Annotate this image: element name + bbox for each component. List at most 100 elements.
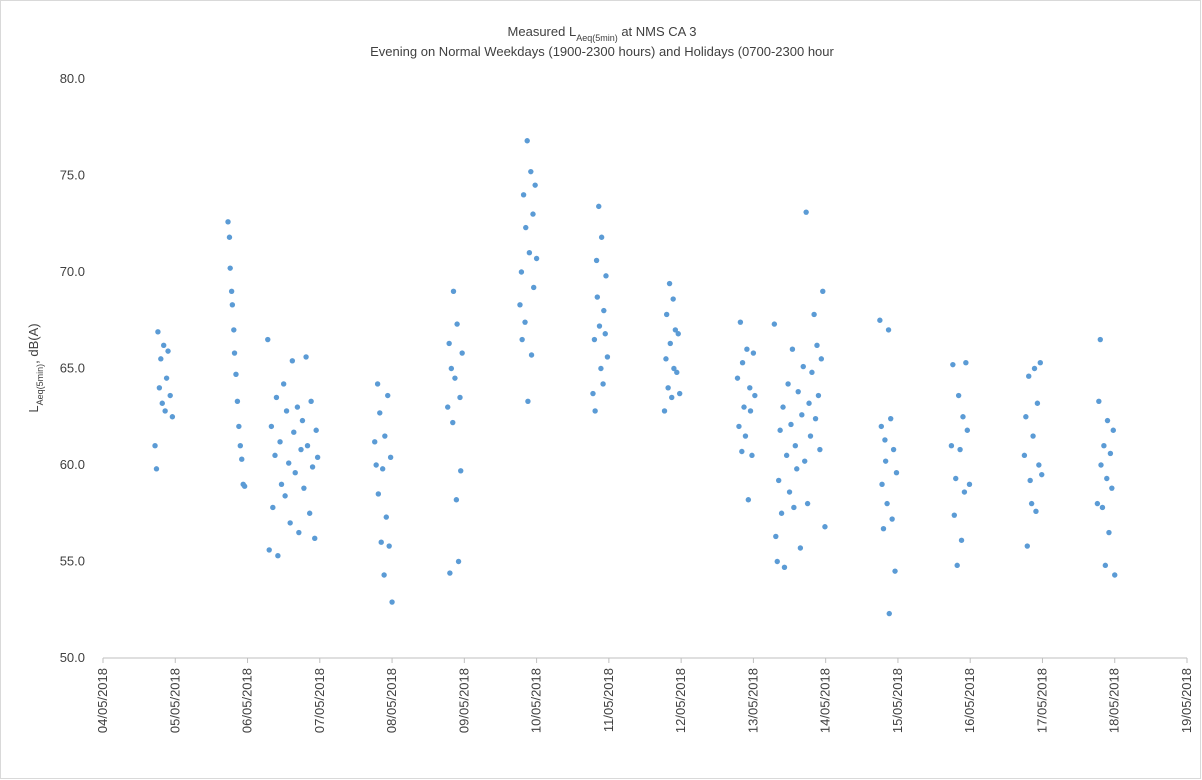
point — [522, 319, 528, 325]
point — [524, 138, 530, 144]
point — [226, 234, 233, 240]
point — [313, 427, 319, 433]
point — [303, 354, 309, 360]
point — [777, 427, 783, 433]
point — [780, 404, 786, 410]
point — [287, 520, 293, 526]
point — [951, 512, 958, 518]
x-tick-label: 16/05/2018 — [962, 668, 977, 733]
point — [590, 390, 596, 397]
point — [231, 327, 237, 333]
point — [533, 255, 540, 262]
point — [598, 365, 604, 372]
chart-title: Measured LAeq(5min) at NMS CA 3 — [508, 24, 697, 43]
point — [167, 392, 173, 399]
point — [737, 319, 744, 325]
point — [812, 415, 819, 422]
point — [289, 358, 296, 364]
point — [802, 458, 808, 464]
point — [1021, 452, 1028, 459]
point — [593, 257, 600, 264]
point — [531, 284, 537, 291]
point — [880, 525, 887, 532]
point — [1031, 365, 1038, 372]
y-tick-label: 80.0 — [60, 71, 85, 86]
x-tick-label: 17/05/2018 — [1034, 668, 1049, 733]
point — [1106, 529, 1112, 536]
point — [523, 224, 529, 231]
point — [277, 439, 283, 445]
point — [165, 348, 171, 354]
point — [807, 433, 814, 439]
point — [374, 381, 381, 387]
y-tick-label: 65.0 — [60, 361, 85, 376]
x-tick-label: 15/05/2018 — [890, 668, 905, 733]
point — [771, 321, 778, 327]
title-text: Measured L — [508, 24, 577, 39]
point — [742, 433, 749, 439]
point — [228, 288, 235, 294]
point — [797, 545, 804, 551]
point — [663, 356, 669, 362]
point — [752, 392, 758, 399]
ylabel-text: L — [26, 405, 41, 412]
point — [1097, 336, 1103, 343]
point — [963, 360, 969, 366]
point — [312, 535, 318, 542]
point — [960, 414, 966, 420]
x-tick-label: 08/05/2018 — [384, 668, 399, 733]
point — [598, 234, 605, 240]
point — [783, 452, 790, 459]
point — [747, 385, 753, 391]
point — [953, 475, 959, 482]
point — [387, 454, 394, 460]
point — [591, 336, 598, 343]
point — [163, 375, 170, 381]
point — [278, 481, 285, 487]
y-tick-label: 55.0 — [60, 554, 85, 569]
chart-subtitle: Evening on Normal Weekdays (1900-2300 ho… — [370, 44, 834, 59]
point — [958, 537, 965, 543]
point — [296, 529, 302, 536]
point — [739, 448, 745, 455]
point — [672, 327, 679, 333]
point — [885, 327, 892, 333]
point — [749, 452, 755, 459]
point — [948, 443, 955, 449]
point — [775, 477, 782, 484]
point — [736, 423, 742, 430]
point — [676, 390, 683, 397]
point — [526, 250, 533, 256]
point — [1094, 500, 1101, 507]
point — [878, 423, 885, 430]
point — [601, 307, 607, 314]
point — [268, 423, 275, 430]
point — [525, 398, 531, 405]
point — [241, 483, 248, 489]
point — [301, 485, 307, 491]
point — [888, 415, 894, 422]
point — [786, 489, 793, 495]
point — [528, 168, 534, 175]
point — [1109, 485, 1115, 491]
point — [234, 398, 241, 405]
point — [955, 392, 962, 399]
point — [795, 388, 801, 395]
point — [455, 558, 462, 565]
point — [159, 400, 165, 406]
point — [744, 346, 750, 352]
point — [1099, 504, 1106, 511]
point — [666, 280, 673, 287]
point — [528, 352, 535, 358]
y-tick-label: 75.0 — [60, 168, 85, 183]
point — [964, 427, 971, 433]
point — [596, 203, 602, 210]
point — [448, 365, 455, 372]
point — [773, 533, 779, 540]
point — [1104, 475, 1110, 482]
point — [298, 446, 304, 453]
point — [1027, 477, 1033, 484]
point — [1107, 450, 1114, 457]
